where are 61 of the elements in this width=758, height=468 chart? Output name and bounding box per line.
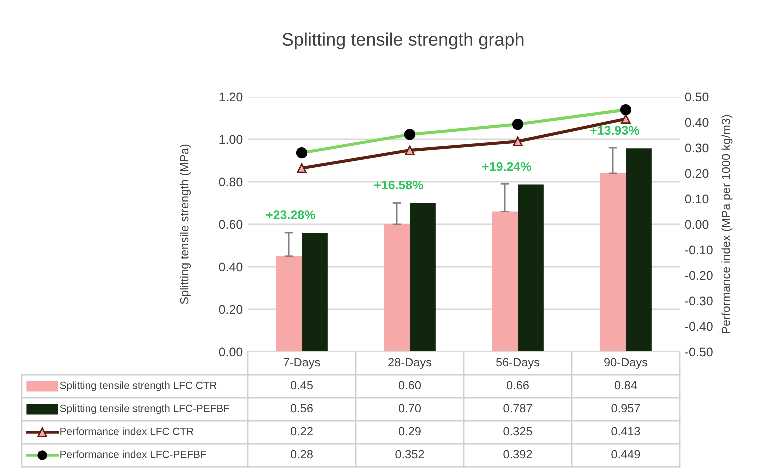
bar (410, 203, 436, 352)
y2-tick-label: 0.00 (685, 220, 709, 230)
data-label: 0.45 (290, 381, 313, 390)
y2-tick-label: -0.40 (685, 322, 713, 332)
legend-label: Splitting tensile strength LFC CTR (60, 382, 217, 392)
y-tick-label: 0.60 (219, 220, 243, 230)
annotation: +23.28% (266, 210, 316, 220)
x-tick-label: 7-Days (284, 358, 320, 370)
legend-label: Performance index LFC-PEFBF (60, 450, 206, 458)
bar (492, 212, 518, 352)
data-label: 0.66 (506, 381, 529, 390)
data-label: 0.787 (504, 404, 532, 413)
bar (518, 184, 544, 352)
bar (302, 233, 328, 352)
bar (384, 224, 410, 352)
y-tick-label: 0.00 (219, 348, 243, 357)
data-label: 0.29 (398, 427, 421, 436)
legend-label: Splitting tensile strength LFC-PEFBF (60, 404, 230, 414)
annotation: +19.24% (482, 162, 532, 172)
y2-tick-label: 0.50 (685, 92, 709, 102)
data-label: 0.84 (614, 381, 638, 390)
x-tick-label: 28-Days (388, 358, 432, 370)
point (297, 164, 307, 174)
y-axis-title: Splitting tensile strength (MPa) (180, 144, 192, 304)
y2-tick-label: 0.30 (685, 144, 709, 153)
y2-tick-label: -0.20 (685, 271, 713, 280)
y-tick-label: 0.40 (219, 262, 243, 272)
y-tick-label: 1.00 (220, 135, 243, 144)
data-label: 0.28 (290, 450, 313, 459)
annotation: +16.58% (374, 180, 424, 190)
y2-tick-label: -0.50 (685, 348, 713, 357)
legend-label: Performance index LFC CTR (60, 428, 194, 436)
bar (626, 148, 652, 352)
point (621, 114, 631, 124)
chart-title: Splitting tensile strength graph (282, 32, 524, 50)
y2-tick-label: 0.20 (685, 169, 709, 178)
y2-tick-label: -0.30 (685, 296, 713, 306)
y2-tick-label: 0.10 (685, 194, 709, 204)
data-label: 0.352 (396, 450, 424, 459)
x-tick-label: 90-Days (604, 358, 648, 370)
data-label: 0.449 (612, 450, 640, 459)
data-label: 0.392 (504, 450, 532, 459)
data-label: 0.957 (612, 404, 640, 413)
bar (276, 256, 302, 352)
x-tick-label: 56-Days (496, 358, 540, 370)
data-label: 0.325 (504, 427, 532, 436)
data-label: 0.413 (612, 427, 640, 436)
y-tick-label: 0.80 (219, 178, 243, 187)
data-label: 0.22 (290, 427, 313, 436)
y-tick-label: 0.20 (219, 305, 243, 314)
y2-axis-title: Performance index (MPa per 1000 kg/m3) (722, 115, 733, 334)
annotation: +13.93% (590, 126, 640, 136)
data-label: 0.70 (398, 404, 422, 413)
bar (600, 174, 626, 352)
data-label: 0.56 (290, 404, 313, 413)
data-label: 0.60 (398, 381, 422, 390)
point (405, 146, 415, 156)
point (513, 136, 523, 146)
y2-tick-label: -0.10 (685, 246, 713, 255)
y2-tick-label: 0.40 (685, 118, 709, 128)
y-tick-label: 1.20 (220, 92, 243, 102)
